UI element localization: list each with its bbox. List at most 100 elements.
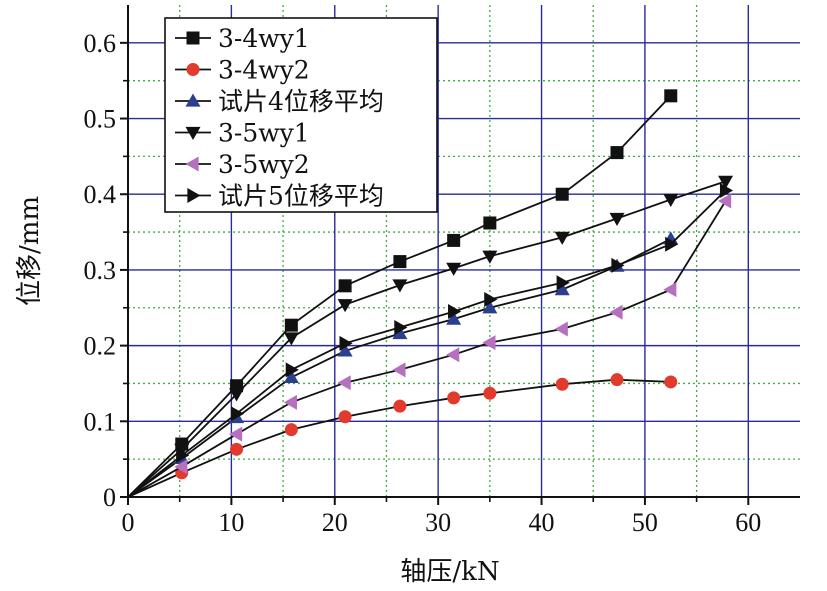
- data-point: [339, 335, 353, 351]
- data-point: [482, 335, 496, 351]
- series-line: [127, 200, 727, 498]
- y-tick-label: 0: [103, 483, 116, 512]
- data-point: [446, 262, 462, 276]
- data-point: [718, 193, 732, 209]
- data-point: [447, 233, 461, 247]
- axes: 0 10 20 30 40 50 60 0 0.1 0.2 0.3 0.4 0.5 0.6: [84, 5, 800, 537]
- data-point: [392, 326, 408, 340]
- legend-marker: [186, 63, 200, 76]
- y-axis-title: 位移/mm: [15, 196, 45, 306]
- data-point: [483, 386, 497, 400]
- data-point: [337, 343, 353, 357]
- legend-marker: [185, 156, 199, 172]
- legend-label: 试片4位移平均: [218, 87, 384, 116]
- y-tick-label: 0.2: [84, 332, 117, 361]
- series-4: [127, 175, 734, 498]
- data-point: [609, 304, 623, 320]
- legend-item: 试片4位移平均: [175, 87, 384, 116]
- data-point: [554, 321, 568, 337]
- data-point: [556, 275, 570, 291]
- data-point: [230, 442, 244, 456]
- x-tick-label: 60: [735, 508, 761, 537]
- data-point: [283, 332, 299, 346]
- legend-marker: [186, 31, 200, 45]
- data-point: [393, 399, 407, 413]
- legend-item: 试片5位移平均: [175, 182, 384, 211]
- legend-marker: [185, 93, 201, 107]
- data-point: [482, 250, 498, 264]
- y-tick-label: 0.3: [84, 256, 117, 285]
- data-point: [610, 373, 624, 387]
- data-point: [448, 304, 462, 320]
- data-point: [283, 369, 299, 384]
- data-point: [555, 377, 569, 391]
- x-tick-label: 0: [122, 508, 135, 537]
- x-tick-label: 50: [632, 508, 658, 537]
- data-point: [664, 375, 678, 389]
- legend-label: 3-4wy2: [218, 56, 310, 85]
- data-point: [337, 299, 353, 313]
- data-point: [176, 447, 190, 463]
- legend-label: 3-5wy1: [218, 119, 310, 148]
- x-tick-label: 30: [425, 508, 451, 537]
- data-point: [229, 426, 243, 442]
- x-tick-label: 40: [529, 508, 555, 537]
- data-point: [483, 216, 497, 230]
- legend-marker: [187, 188, 201, 203]
- data-point: [283, 394, 297, 410]
- data-point: [482, 300, 498, 314]
- data-point: [393, 255, 407, 269]
- data-point: [446, 347, 460, 363]
- legend-label: 3-4wy1: [218, 24, 310, 53]
- x-tick-label: 20: [322, 508, 348, 537]
- data-point: [392, 362, 406, 378]
- data-point: [663, 282, 677, 298]
- x-tick-label: 10: [218, 508, 244, 537]
- data-point: [284, 423, 298, 437]
- data-point: [229, 388, 245, 402]
- y-tick-label: 0.6: [84, 29, 117, 58]
- data-point: [230, 406, 245, 422]
- legend-marker: [185, 126, 201, 140]
- data-point: [446, 311, 462, 325]
- legend-item: 3-5wy1: [175, 119, 310, 148]
- data-point: [554, 282, 570, 296]
- data-point: [555, 187, 569, 201]
- data-point: [719, 182, 734, 198]
- data-point: [338, 410, 352, 424]
- data-point: [337, 375, 351, 391]
- data-point: [174, 443, 190, 457]
- data-point: [285, 362, 299, 378]
- data-point: [338, 279, 352, 293]
- y-tick-label: 0.5: [84, 105, 117, 134]
- data-point: [484, 291, 498, 307]
- data-point: [174, 459, 188, 475]
- data-point: [554, 231, 570, 245]
- legend-item: 3-4wy2: [175, 56, 310, 85]
- data-point: [664, 89, 678, 103]
- legend-box: [164, 17, 438, 213]
- data-point: [392, 279, 408, 293]
- series-line: [127, 180, 726, 498]
- y-tick-label: 0.4: [84, 180, 117, 209]
- data-point: [718, 175, 734, 189]
- x-axis-title: 轴压/kN: [400, 557, 499, 587]
- legend-item: 3-5wy2: [175, 150, 310, 179]
- series-line: [127, 189, 727, 498]
- series-layer: [127, 89, 734, 498]
- series-5: [127, 193, 732, 498]
- data-point: [394, 319, 408, 335]
- series-6: [127, 182, 734, 498]
- data-point: [663, 193, 679, 208]
- data-point: [611, 257, 625, 273]
- data-point: [284, 318, 298, 332]
- legend-item: 3-4wy1: [175, 24, 310, 53]
- legend-label: 3-5wy2: [218, 150, 310, 179]
- y-tick-label: 0.1: [84, 407, 117, 436]
- data-point: [447, 391, 461, 405]
- data-point: [609, 212, 625, 226]
- data-point: [610, 146, 624, 160]
- legend-label: 试片5位移平均: [218, 182, 384, 211]
